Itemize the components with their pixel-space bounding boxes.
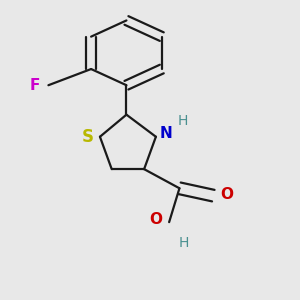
Text: H: H <box>179 236 189 250</box>
Text: O: O <box>220 187 233 202</box>
Text: N: N <box>160 126 172 141</box>
Text: S: S <box>82 128 94 146</box>
Text: O: O <box>149 212 162 227</box>
Text: F: F <box>30 78 40 93</box>
Text: H: H <box>177 114 188 128</box>
